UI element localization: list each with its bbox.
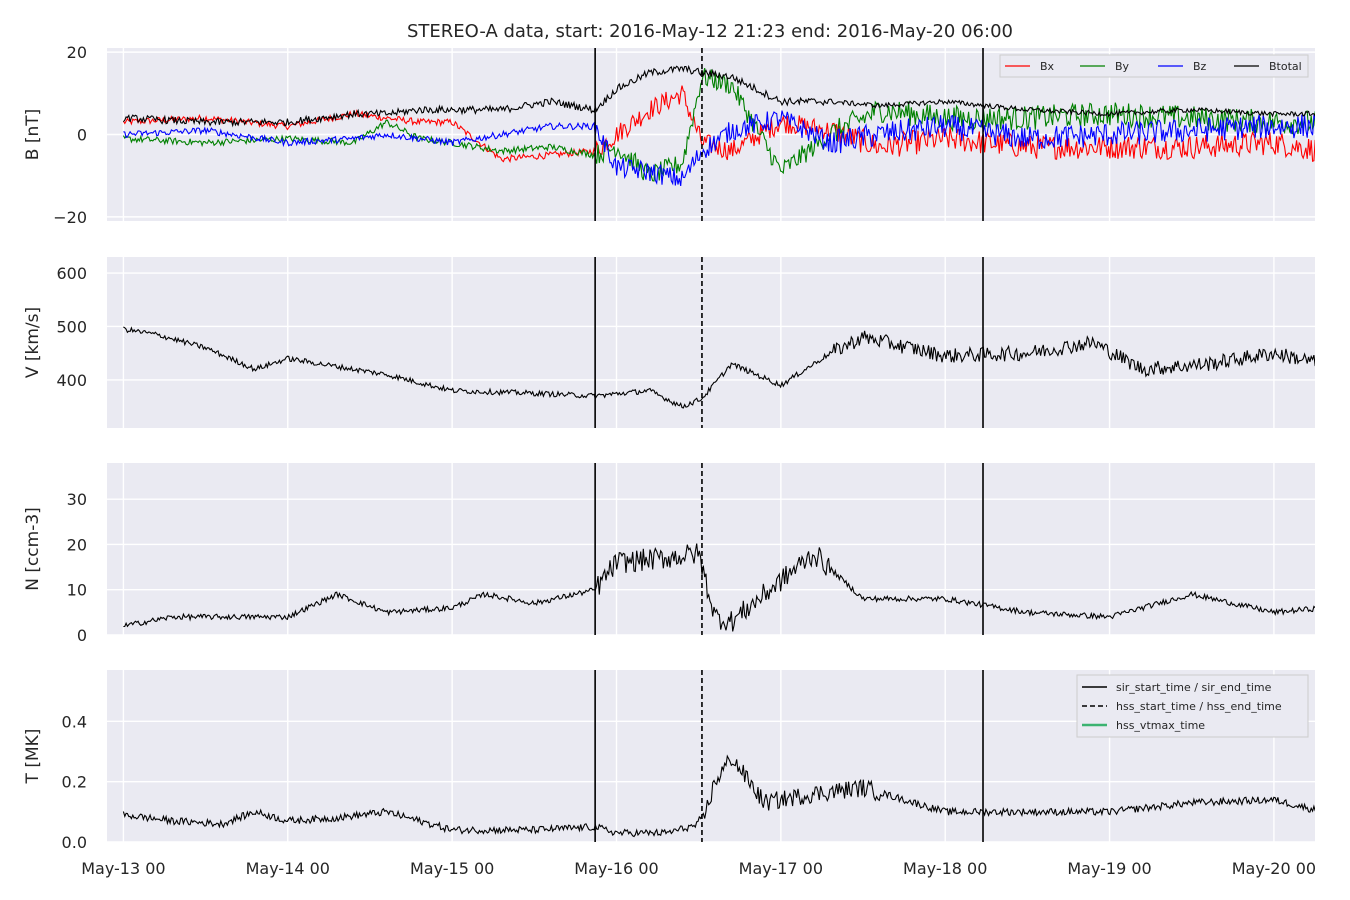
legend-b-label: Btotal <box>1269 60 1302 73</box>
legend-b-label: Bz <box>1193 60 1207 73</box>
series-line-main <box>123 543 1315 632</box>
y-tick-label: 0 <box>77 626 87 645</box>
y-axis-label: V [km/s] <box>23 307 43 378</box>
x-tick-label: May-19 00 <box>1067 859 1151 878</box>
x-tick-label: May-17 00 <box>739 859 823 878</box>
legend-b-box <box>999 54 1309 78</box>
x-tick-label: May-16 00 <box>574 859 658 878</box>
panel-3: 0 10 20 30 N [ccm-3] <box>23 463 1315 645</box>
series-line-main <box>122 754 1315 838</box>
y-tick-label: 0 <box>77 126 87 145</box>
series-line-main <box>123 326 1315 409</box>
legend-t: sir_start_time / sir_end_time hss_start_t… <box>1076 674 1309 738</box>
x-tick-label: May-13 00 <box>81 859 165 878</box>
y-tick-label: 10 <box>67 581 87 600</box>
legend-b: Bx By Bz Btotal <box>999 54 1309 78</box>
legend-t-box <box>1076 674 1309 738</box>
y-tick-label: 20 <box>67 43 87 62</box>
y-tick-label: 30 <box>67 490 87 509</box>
panel-2: 400 500 600 V [km/s] <box>23 257 1315 428</box>
y-tick-label: 400 <box>56 371 87 390</box>
y-tick-label: 0.2 <box>62 773 87 792</box>
legend-b-label: By <box>1115 60 1130 73</box>
series-line-bx <box>122 85 1315 164</box>
x-tick-label: May-14 00 <box>246 859 330 878</box>
legend-t-label: hss_start_time / hss_end_time <box>1116 700 1282 713</box>
y-axis-label: N [ccm-3] <box>23 507 43 591</box>
legend-b-label: Bx <box>1040 60 1055 73</box>
panels: −20 0 20 B [nT] 400 500 600 V [km/s] 0 10 20 30 N [c… <box>23 43 1316 878</box>
y-axis-label: T [MK] <box>23 729 43 785</box>
y-tick-label: 500 <box>56 317 87 336</box>
x-tick-label: May-18 00 <box>903 859 987 878</box>
y-axis-label: B [nT] <box>23 109 43 161</box>
y-tick-label: 0.4 <box>62 712 87 731</box>
series-line-btotal <box>122 64 1315 128</box>
legend-t-label: hss_vtmax_time <box>1116 719 1205 732</box>
series-line-bz <box>123 110 1315 186</box>
y-tick-label: 20 <box>67 535 87 554</box>
y-tick-label: 0.0 <box>62 833 87 852</box>
y-tick-label: 600 <box>56 264 87 283</box>
legend-t-label: sir_start_time / sir_end_time <box>1116 681 1272 694</box>
plot-background <box>107 257 1315 428</box>
x-tick-label: May-15 00 <box>410 859 494 878</box>
figure-title: STEREO-A data, start: 2016-May-12 21:23 … <box>407 21 1013 42</box>
x-tick-label: May-20 00 <box>1232 859 1316 878</box>
y-tick-label: −20 <box>53 208 87 227</box>
